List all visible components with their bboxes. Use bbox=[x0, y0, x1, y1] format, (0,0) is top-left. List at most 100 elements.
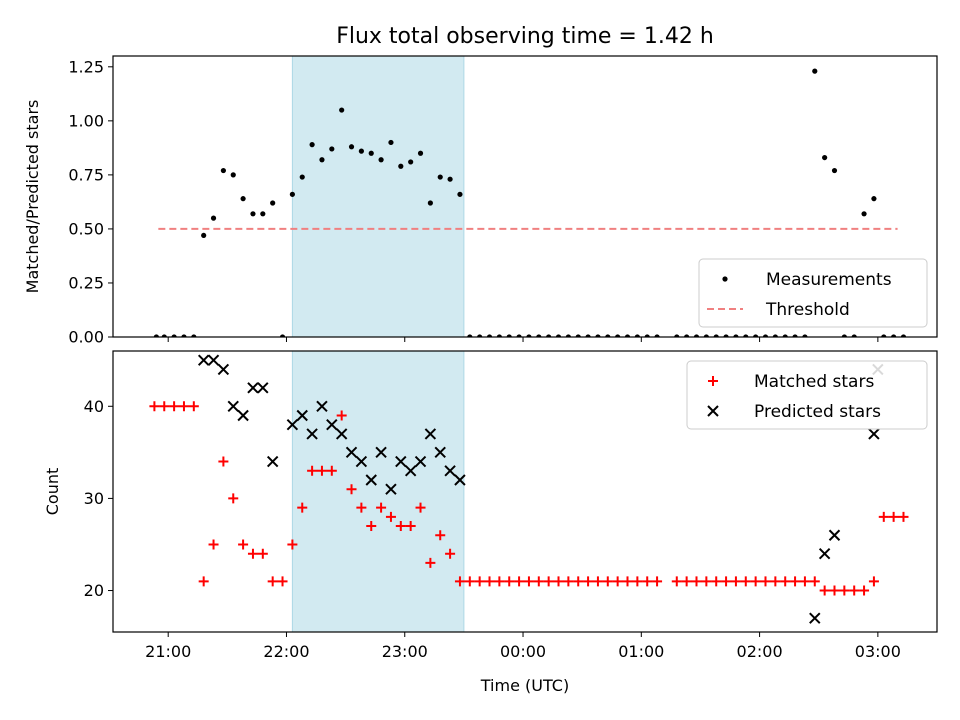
x-tick-label: 21:00 bbox=[145, 642, 191, 661]
data-point bbox=[365, 474, 377, 486]
plot-area bbox=[153, 56, 907, 337]
data-point bbox=[543, 576, 554, 587]
data-point bbox=[762, 334, 769, 337]
data-point bbox=[898, 511, 909, 522]
data-point bbox=[445, 548, 456, 559]
data-point bbox=[504, 576, 515, 587]
data-point bbox=[414, 455, 427, 468]
legend-box bbox=[698, 258, 928, 328]
x-tick-label: 01:00 bbox=[618, 642, 664, 661]
legend-marker-measurements bbox=[722, 276, 728, 282]
data-point bbox=[247, 382, 259, 394]
data-point bbox=[316, 400, 328, 412]
data-point bbox=[575, 334, 581, 337]
data-point bbox=[691, 576, 702, 587]
data-point bbox=[257, 548, 268, 559]
data-point bbox=[417, 150, 424, 156]
data-point bbox=[809, 576, 820, 587]
panel-ratio: 0.00 0.25 0.50 0.75 1.00 1.25 Matched/Predicte… bbox=[23, 55, 938, 347]
data-point bbox=[425, 557, 436, 568]
panel-counts: 20 30 40 21:00 22:00 23:00 00:00 01:00 02:00 03:0… bbox=[43, 350, 938, 661]
data-point bbox=[427, 200, 433, 206]
data-point bbox=[701, 576, 712, 587]
data-point bbox=[900, 334, 907, 337]
data-point bbox=[218, 456, 229, 467]
legend: Matched stars Predicted stars bbox=[686, 360, 928, 430]
data-point bbox=[634, 334, 640, 337]
data-point bbox=[398, 163, 404, 169]
data-point bbox=[573, 576, 584, 587]
data-point bbox=[208, 539, 219, 550]
legend-box bbox=[686, 360, 928, 430]
data-point bbox=[260, 211, 266, 217]
legend-marker-matched bbox=[708, 376, 718, 386]
data-point bbox=[435, 530, 446, 541]
data-point bbox=[346, 484, 357, 495]
data-point bbox=[802, 334, 808, 337]
data-point bbox=[753, 334, 759, 337]
data-point bbox=[178, 401, 189, 412]
data-point bbox=[201, 232, 207, 239]
data-point bbox=[822, 154, 828, 161]
data-point bbox=[523, 576, 534, 587]
y-tick-label: 20 bbox=[84, 581, 104, 600]
data-point bbox=[533, 576, 544, 587]
data-point bbox=[464, 576, 475, 587]
data-point bbox=[355, 455, 368, 468]
data-point bbox=[565, 334, 571, 337]
data-point bbox=[339, 107, 345, 113]
data-point bbox=[851, 334, 857, 337]
y-axis-label: Matched/Predicted stars bbox=[23, 100, 42, 294]
data-point bbox=[868, 428, 880, 440]
data-point bbox=[859, 585, 870, 596]
plot-area bbox=[149, 351, 909, 632]
data-point bbox=[878, 511, 889, 522]
data-point bbox=[713, 334, 719, 337]
y-tick-label: 0.50 bbox=[68, 219, 104, 238]
data-point bbox=[546, 334, 552, 337]
data-point bbox=[818, 547, 831, 560]
data-point bbox=[454, 474, 466, 486]
data-point bbox=[839, 585, 850, 596]
data-point bbox=[348, 144, 355, 150]
plot-frame bbox=[112, 350, 938, 633]
data-point bbox=[257, 382, 269, 394]
data-point bbox=[250, 211, 256, 217]
data-point bbox=[188, 401, 199, 412]
x-axis-label: Time (UTC) bbox=[480, 676, 569, 695]
data-point bbox=[772, 334, 778, 337]
data-point bbox=[819, 585, 830, 596]
data-point bbox=[237, 409, 249, 422]
data-point bbox=[247, 548, 258, 559]
data-point bbox=[329, 146, 335, 152]
legend-label: Matched stars bbox=[754, 372, 874, 392]
data-point bbox=[266, 455, 279, 468]
data-point bbox=[474, 576, 485, 587]
data-point bbox=[780, 576, 791, 587]
data-point bbox=[405, 521, 416, 532]
data-point bbox=[335, 428, 348, 440]
data-point bbox=[632, 576, 643, 587]
data-point bbox=[296, 409, 308, 422]
legend-label: Threshold bbox=[765, 300, 850, 320]
data-point bbox=[217, 363, 230, 376]
data-point bbox=[207, 354, 220, 366]
data-point bbox=[486, 334, 493, 337]
data-point bbox=[197, 354, 210, 366]
data-point bbox=[191, 334, 197, 337]
data-point bbox=[494, 576, 505, 587]
data-point bbox=[711, 576, 722, 587]
data-point bbox=[496, 334, 502, 337]
data-point bbox=[230, 172, 236, 178]
data-point bbox=[585, 334, 591, 337]
data-point bbox=[605, 334, 611, 337]
y-tick-label: 0.25 bbox=[68, 273, 104, 292]
data-point bbox=[888, 511, 899, 522]
plot-frame bbox=[112, 55, 938, 338]
data-point bbox=[270, 200, 276, 206]
data-point bbox=[828, 529, 841, 541]
legend-label: Predicted stars bbox=[754, 402, 881, 422]
data-point bbox=[861, 211, 867, 217]
data-point bbox=[169, 401, 180, 412]
